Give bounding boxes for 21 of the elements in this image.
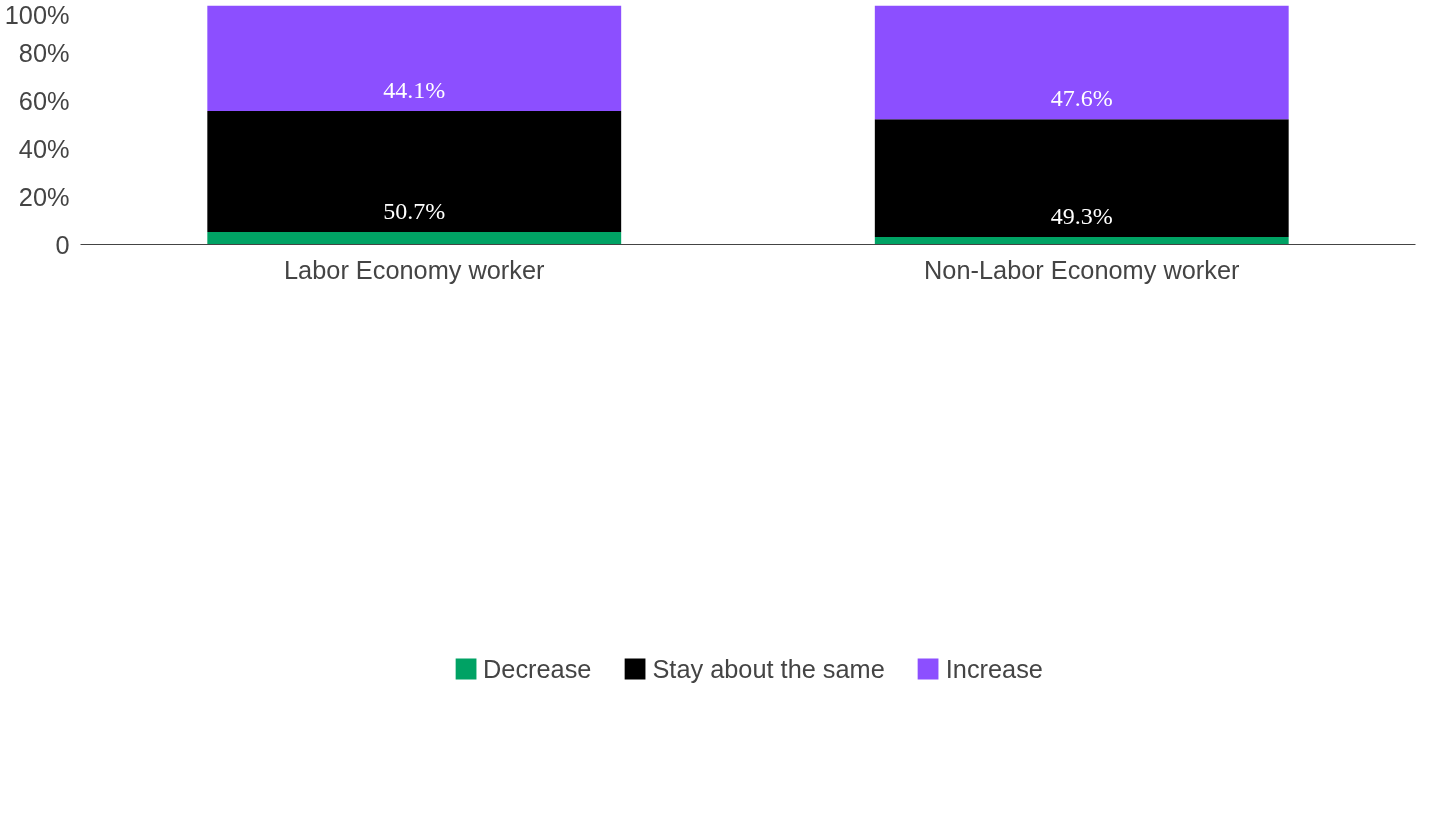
data-label: 44.1%	[383, 76, 446, 103]
legend-label: Stay about the same	[652, 654, 885, 684]
bar	[874, 5, 1289, 120]
y-tick-label: 20%	[18, 182, 70, 211]
y-tick-label: 40%	[18, 134, 70, 163]
bar	[207, 5, 622, 111]
bar	[874, 119, 1289, 238]
x-tick-label: Non-Labor Economy worker	[924, 255, 1240, 284]
bar	[207, 232, 622, 245]
legend-label: Increase	[945, 654, 1043, 684]
data-label: 47.6%	[1050, 85, 1113, 112]
y-tick-label: 80%	[18, 39, 70, 68]
legend-label: Decrease	[483, 654, 592, 684]
data-label: 50.7%	[383, 198, 446, 225]
x-tick-label: Labor Economy worker	[284, 255, 546, 284]
y-tick-label: 100%	[4, 0, 70, 29]
bar	[207, 110, 622, 233]
y-tick-label: 60%	[18, 87, 70, 116]
bar	[874, 237, 1289, 245]
data-label: 49.3%	[1050, 203, 1113, 230]
y-tick-label: 0	[55, 230, 70, 259]
